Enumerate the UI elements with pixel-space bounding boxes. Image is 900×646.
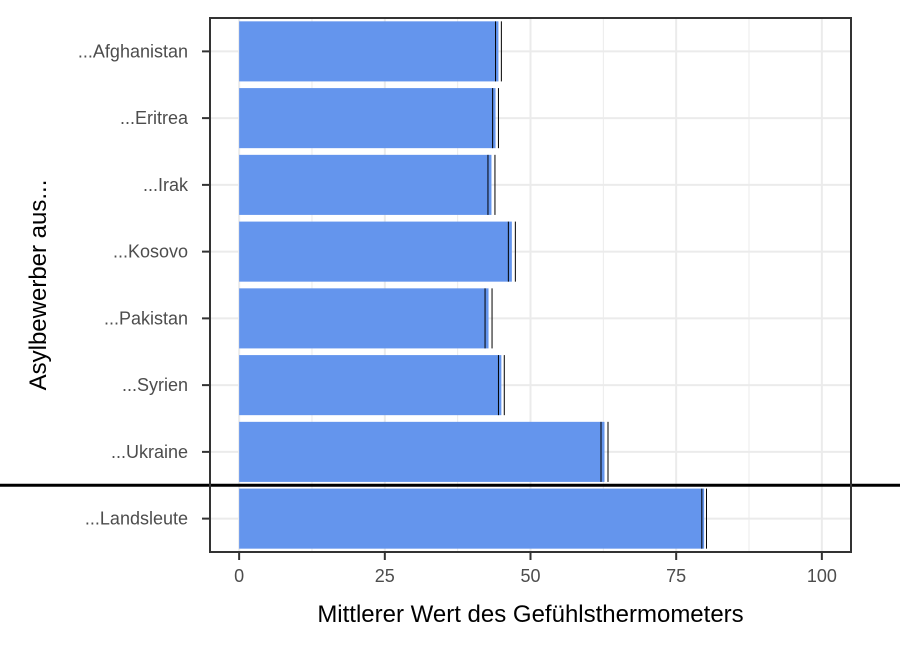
x-axis-ticks: 0 25 50 75 100 xyxy=(234,552,837,586)
y-tick-label: ...Ukraine xyxy=(111,442,188,462)
x-tick-label: 0 xyxy=(234,566,244,586)
bar xyxy=(239,488,705,549)
x-tick-label: 50 xyxy=(520,566,540,586)
error-bars xyxy=(484,21,707,549)
y-tick-label: ...Pakistan xyxy=(104,308,188,328)
y-tick-label: ...Afghanistan xyxy=(78,41,188,61)
y-tick-label: ...Eritrea xyxy=(120,108,189,128)
x-tick-label: 100 xyxy=(807,566,837,586)
bar xyxy=(239,221,512,282)
bars xyxy=(239,21,705,549)
bar xyxy=(239,154,492,215)
y-tick-label: ...Landsleute xyxy=(85,509,188,529)
bar xyxy=(239,88,496,149)
bar xyxy=(239,421,605,482)
y-tick-label: ...Syrien xyxy=(122,375,188,395)
bar xyxy=(239,355,502,416)
y-axis-ticks: ...Afghanistan ...Eritrea ...Irak ...Kosovo… xyxy=(78,41,210,529)
y-tick-label: ...Irak xyxy=(143,175,189,195)
y-axis-title: Asylbewerber aus... xyxy=(25,180,52,391)
x-axis-title: Mittlerer Wert des Gefühlsthermometers xyxy=(317,601,743,628)
bar xyxy=(239,288,489,349)
bar xyxy=(239,21,499,82)
y-tick-label: ...Kosovo xyxy=(113,242,188,262)
x-tick-label: 25 xyxy=(375,566,395,586)
x-tick-label: 75 xyxy=(666,566,686,586)
